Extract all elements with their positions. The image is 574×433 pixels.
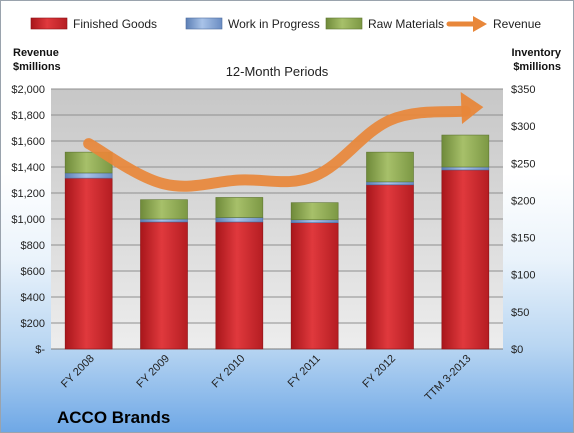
bar-raw-materials: [140, 199, 188, 220]
revenue-line-arrowhead: [460, 92, 484, 125]
left-tick-label: $1,400: [11, 162, 45, 174]
right-tick-label: $150: [511, 233, 535, 245]
x-tick-label: FY 2008: [59, 353, 97, 391]
right-axis-ticks: $0 $50 $100 $150 $200 $250 $300 $350: [511, 84, 535, 356]
right-tick-label: $0: [511, 344, 523, 356]
left-tick-label: $1,800: [11, 110, 45, 122]
left-tick-label: $1,000: [11, 214, 45, 226]
left-tick-label: $600: [21, 266, 45, 278]
bars: [64, 134, 490, 350]
left-tick-label: $200: [21, 318, 45, 330]
bar-work-in-progress: [215, 217, 264, 223]
legend-label: Work in Progress: [228, 17, 320, 31]
company-name: ACCO Brands: [57, 408, 170, 427]
right-tick-label: $50: [511, 307, 529, 319]
left-tick-label: $400: [21, 292, 45, 304]
bar-finished-goods: [290, 222, 339, 350]
legend-label: Raw Materials: [368, 17, 444, 31]
right-tick-label: $100: [511, 270, 535, 282]
right-axis-label-line2: $millions: [513, 61, 561, 73]
x-tick-label: TTM 3-2013: [423, 353, 474, 404]
x-tick-label: FY 2011: [286, 353, 323, 390]
bar-raw-materials: [290, 202, 339, 221]
right-tick-label: $200: [511, 195, 535, 207]
legend-swatch: [325, 17, 363, 30]
revenue-line: [83, 92, 484, 192]
bar-work-in-progress: [64, 172, 113, 179]
left-axis-ticks: $- $200 $400 $600 $800 $1,000 $1,200 $1,400 $1,6…: [11, 84, 45, 356]
bar-raw-materials: [441, 134, 490, 168]
legend-swatch: [185, 17, 223, 30]
x-tick-label: FY 2012: [360, 353, 398, 391]
bar-finished-goods: [441, 169, 490, 350]
legend-label: Finished Goods: [73, 17, 157, 31]
left-tick-label: $800: [21, 240, 45, 252]
bar-finished-goods: [215, 221, 264, 350]
bar-finished-goods: [366, 184, 414, 350]
bar-raw-materials: [366, 151, 414, 183]
x-tick-label: FY 2010: [210, 353, 248, 391]
left-axis-label-line2: $millions: [13, 61, 61, 73]
x-axis-ticks: FY 2008 FY 2009 FY 2010 FY 2011 FY 2012 TTM 3…: [59, 353, 473, 404]
bar-work-in-progress: [140, 218, 188, 223]
bar-work-in-progress: [366, 181, 414, 186]
chart-subtitle: 12-Month Periods: [226, 64, 329, 79]
left-axis-label-line1: Revenue: [13, 47, 59, 59]
left-tick-label: $-: [35, 344, 45, 356]
right-tick-label: $350: [511, 84, 535, 96]
right-tick-label: $250: [511, 158, 535, 170]
revenue-line-path: [83, 105, 471, 192]
left-tick-label: $1,600: [11, 136, 45, 148]
bar-work-in-progress: [290, 219, 339, 224]
bar-raw-materials: [215, 197, 264, 218]
bar-finished-goods: [140, 221, 188, 350]
legend-arrow-head: [473, 16, 487, 32]
right-tick-label: $300: [511, 121, 535, 133]
right-axis-label-line1: Inventory: [511, 47, 561, 59]
left-tick-label: $2,000: [11, 84, 45, 96]
legend: Finished Goods Work in Progress Raw Materi…: [30, 16, 541, 32]
bar-work-in-progress: [441, 166, 490, 171]
x-tick-label: FY 2009: [134, 353, 172, 391]
legend-swatch: [30, 17, 68, 30]
left-tick-label: $1,200: [11, 188, 45, 200]
bar-finished-goods: [64, 177, 113, 350]
legend-label: Revenue: [493, 17, 541, 31]
